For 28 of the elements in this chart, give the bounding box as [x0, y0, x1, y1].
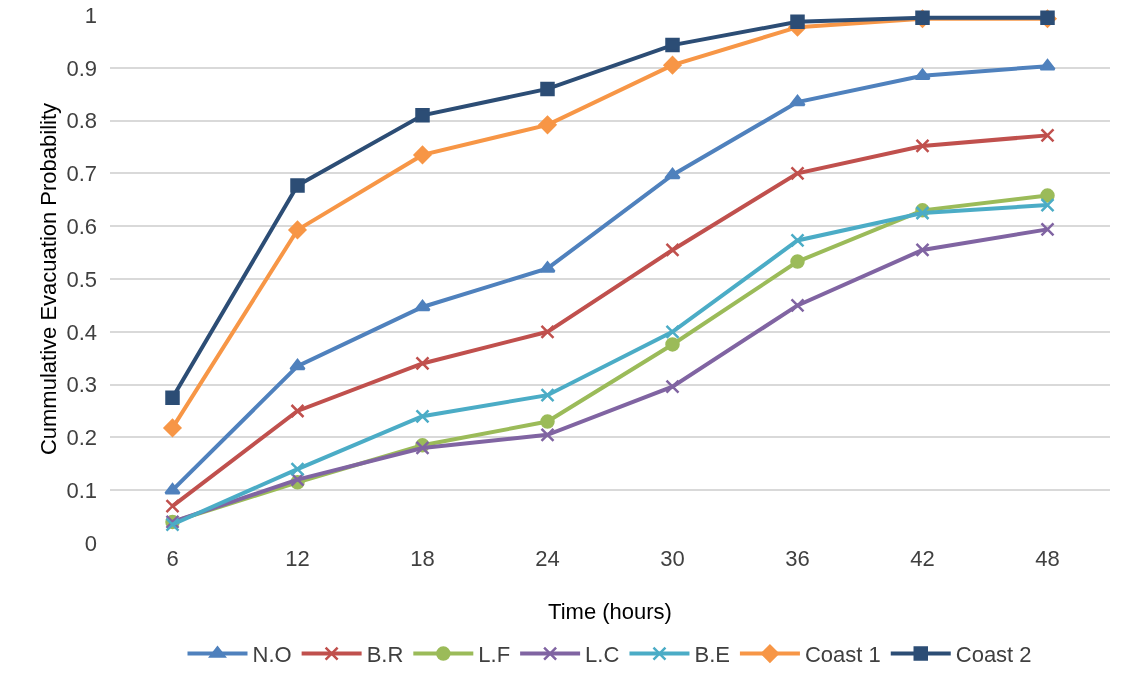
- x-tick-label: 12: [285, 546, 310, 571]
- y-tick-label: 0.7: [66, 161, 97, 187]
- y-tick-label: 0.9: [66, 55, 97, 81]
- y-axis-title: Cummulative Evacuation Probability: [36, 102, 61, 456]
- x-tick-label: 6: [166, 546, 179, 571]
- x-tick-label: 36: [785, 546, 810, 571]
- y-tick-label: 0: [84, 530, 97, 556]
- y-tick-label: 0.5: [66, 266, 97, 292]
- legend-label: L.C: [585, 642, 620, 668]
- y-tick-label: 0.4: [66, 319, 97, 345]
- legend-label: B.R: [366, 642, 404, 668]
- x-tick-label: 18: [410, 546, 435, 571]
- x-tick-label: 48: [1035, 546, 1060, 571]
- y-tick-label: 0.3: [66, 372, 97, 398]
- legend-label: N.O: [252, 642, 292, 668]
- legend-label: B.E: [694, 642, 730, 668]
- x-tick-label: 30: [660, 546, 685, 571]
- y-tick-label: 0.1: [66, 477, 97, 503]
- x-axis-title: Time (hours): [548, 599, 672, 624]
- y-tick-label: 0.8: [66, 108, 97, 134]
- y-tick-label: 0.2: [66, 425, 97, 451]
- y-tick-label: 1: [84, 2, 97, 28]
- x-tick-label: 24: [535, 546, 560, 571]
- legend-label: L.F: [478, 642, 511, 668]
- y-tick-label: 0.6: [66, 213, 97, 239]
- legend-label: Coast 1: [804, 642, 881, 668]
- x-tick-label: 42: [910, 546, 935, 571]
- legend-label: Coast 2: [955, 642, 1032, 668]
